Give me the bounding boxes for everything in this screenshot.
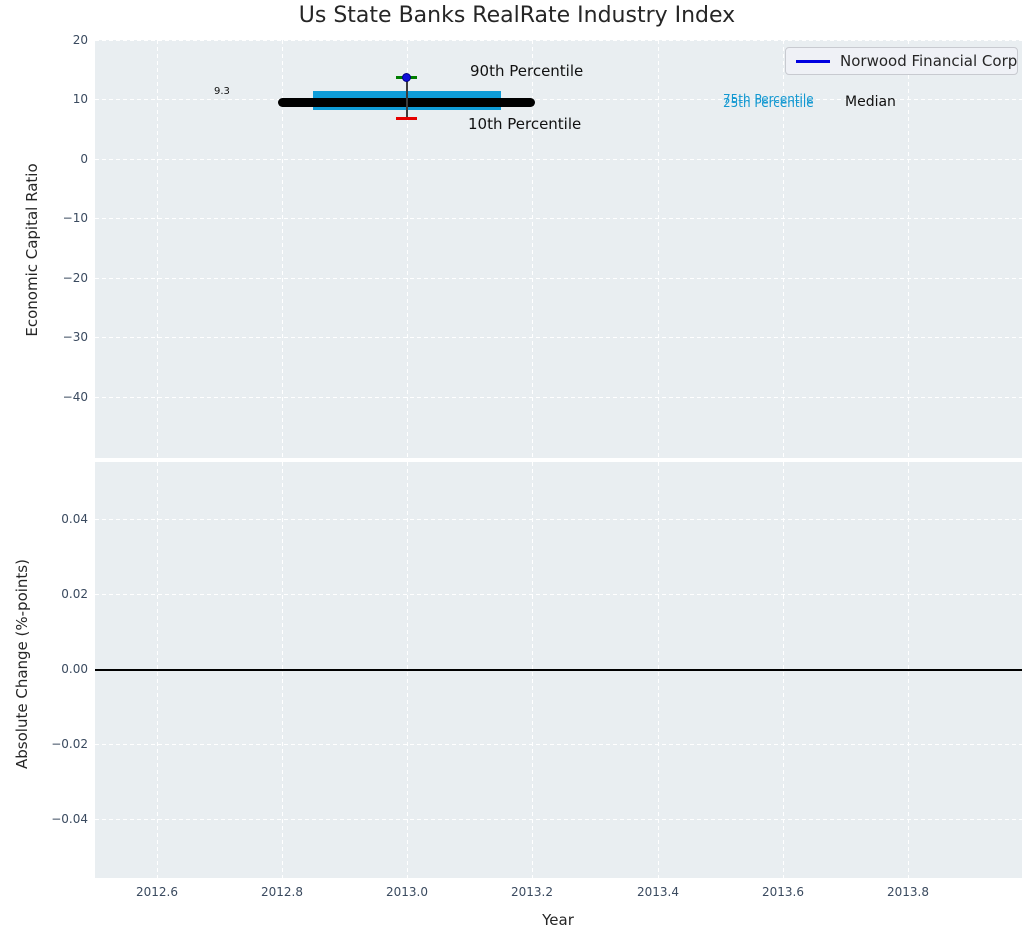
gridline-horizontal — [95, 337, 1022, 338]
x-tick-label: 2013.2 — [511, 885, 553, 899]
p90-annotation: 90th Percentile — [470, 62, 584, 80]
gridline-horizontal — [95, 594, 1022, 595]
gridline-horizontal — [95, 159, 1022, 160]
median-value-label: 9.3 — [214, 86, 230, 97]
gridline-horizontal — [95, 519, 1022, 520]
top-y-tick-label: 0 — [80, 152, 88, 166]
gridline-vertical — [908, 40, 909, 458]
company-data-point — [402, 73, 411, 82]
x-tick-label: 2013.6 — [762, 885, 804, 899]
error-bar-line — [406, 78, 408, 119]
legend: Norwood Financial Corp — [785, 47, 1018, 75]
legend-line-sample — [796, 59, 830, 63]
x-tick-label: 2013.8 — [887, 885, 929, 899]
top-y-tick-label: 10 — [72, 92, 88, 106]
error-bar-lower-cap — [396, 117, 417, 120]
legend-label: Norwood Financial Corp — [840, 52, 1018, 70]
p75-annotation: 75th Percentile — [723, 92, 814, 106]
top-y-tick-label: −20 — [62, 271, 88, 285]
gridline-horizontal — [95, 819, 1022, 820]
bottom-y-tick-label: −0.02 — [51, 737, 88, 751]
bottom-y-tick-label: 0.04 — [61, 512, 88, 526]
top-y-tick-label: −10 — [62, 211, 88, 225]
x-tick-label: 2013.4 — [637, 885, 679, 899]
bottom-y-tick-label: 0.02 — [61, 587, 88, 601]
bottom-y-tick-label: −0.04 — [51, 812, 88, 826]
top-y-tick-label: −30 — [62, 330, 88, 344]
top-y-tick-label: −40 — [62, 390, 88, 404]
top-y-axis-label: Economic Capital Ratio — [23, 163, 41, 337]
bottom-y-axis-label: Absolute Change (%-points) — [13, 559, 31, 769]
x-tick-label: 2012.6 — [136, 885, 178, 899]
gridline-horizontal — [95, 278, 1022, 279]
gridline-vertical — [157, 40, 158, 458]
x-tick-label: 2012.8 — [261, 885, 303, 899]
top-plot-area: 9.3 90th Percentile 10th Percentile 75th… — [95, 40, 1022, 458]
top-y-tick-label: 20 — [72, 33, 88, 47]
zero-line — [95, 669, 1022, 671]
chart-title: Us State Banks RealRate Industry Index — [298, 3, 736, 28]
gridline-vertical — [658, 40, 659, 458]
x-tick-label: 2013.0 — [386, 885, 428, 899]
p25-annotation: 25th Percentile — [723, 96, 814, 110]
gridline-horizontal — [95, 218, 1022, 219]
gridline-horizontal — [95, 397, 1022, 398]
bottom-plot-area — [95, 462, 1022, 878]
gridline-horizontal — [95, 40, 1022, 41]
x-axis-label: Year — [542, 911, 574, 929]
p10-annotation: 10th Percentile — [468, 115, 582, 133]
median-annotation: Median — [845, 94, 896, 110]
bottom-y-tick-label: 0.00 — [61, 662, 88, 676]
gridline-horizontal — [95, 744, 1022, 745]
